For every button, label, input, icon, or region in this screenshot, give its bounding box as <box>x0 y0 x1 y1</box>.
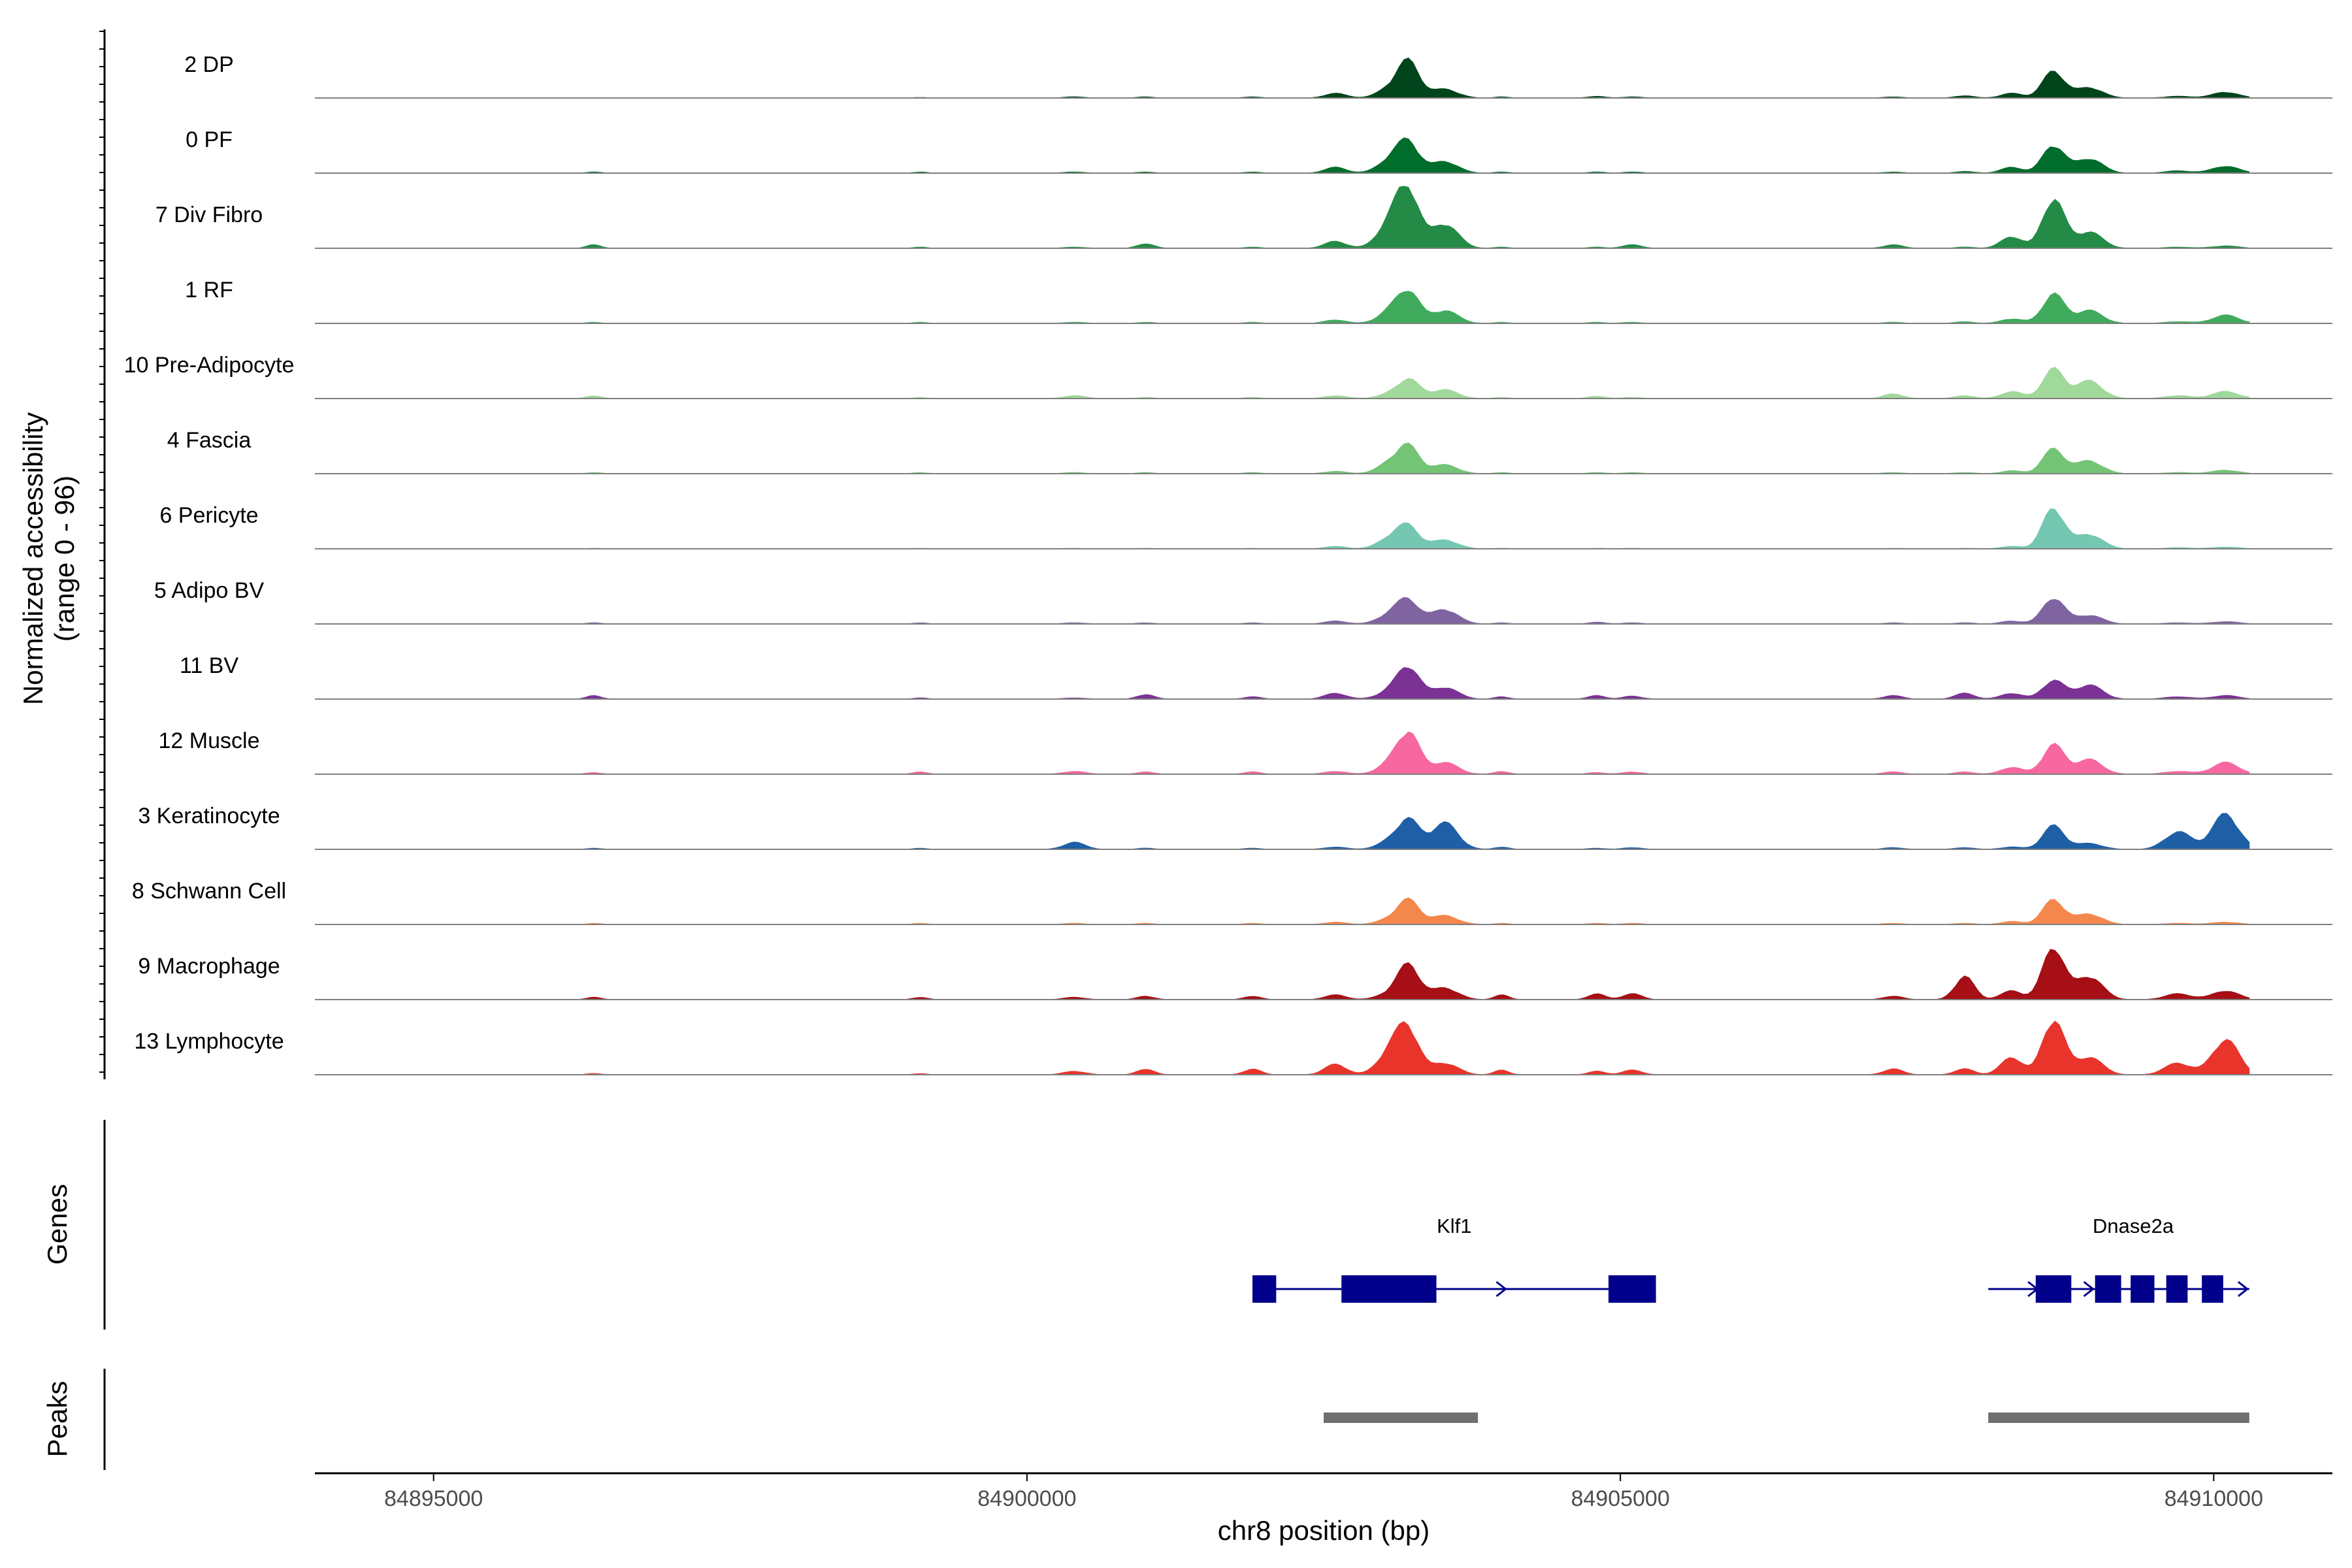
coverage-y-ticks <box>99 31 105 1073</box>
coverage-area <box>350 508 2250 549</box>
gene-label: Dnase2a <box>2093 1215 2174 1237</box>
strand-arrow-icon <box>1252 1281 1264 1298</box>
coverage-area <box>350 367 2250 399</box>
track-label: 0 PF <box>186 127 233 152</box>
coverage-area <box>350 291 2250 324</box>
track-11-bv: 11 BV <box>180 653 2332 700</box>
track-3-keratinocyte: 3 Keratinocyte <box>138 804 2332 850</box>
coverage-area <box>350 813 2250 850</box>
track-label: 9 Macrophage <box>138 954 280 979</box>
track-8-schwann-cell: 8 Schwann Cell <box>132 879 2332 925</box>
coverage-area <box>350 949 2250 1000</box>
x-tick-label: 84895000 <box>384 1486 483 1511</box>
track-6-pericyte: 6 Pericyte <box>159 503 2332 549</box>
track-label: 6 Pericyte <box>159 503 258 528</box>
track-label: 10 Pre-Adipocyte <box>124 353 295 378</box>
gene-exon <box>2166 1275 2188 1303</box>
strand-arrow-icon <box>2237 1281 2249 1298</box>
track-label: 13 Lymphocyte <box>134 1029 284 1054</box>
y-axis-subtitle: (range 0 - 96) <box>49 476 80 642</box>
y-axis-title: Normalized accessibility <box>18 412 48 705</box>
track-label: 11 BV <box>180 653 238 678</box>
track-5-adipo-bv: 5 Adipo BV <box>154 578 2332 625</box>
peak-region <box>1988 1413 2249 1423</box>
x-tick-label: 84905000 <box>1571 1486 1669 1511</box>
gene-exon <box>2131 1275 2155 1303</box>
gene-klf1: Klf1 <box>1252 1215 1656 1303</box>
coverage-area <box>350 186 2250 249</box>
x-tick-label: 84910000 <box>2164 1486 2263 1511</box>
track-1-rf: 1 RF <box>185 278 2332 324</box>
gene-exon <box>1252 1275 1277 1303</box>
genes-panel-label: Genes <box>42 1184 73 1265</box>
coverage-tracks: 2 DP 0 PF 7 Div Fibro 1 RF 10 Pre-Adipocyte 4… <box>124 52 2332 1075</box>
peak-track <box>1324 1413 2249 1423</box>
track-10-pre-adipocyte: 10 Pre-Adipocyte <box>124 353 2332 399</box>
track-4-fascia: 4 Fascia <box>167 428 2332 474</box>
gene-exon <box>2202 1275 2223 1303</box>
track-13-lymphocyte: 13 Lymphocyte <box>134 1021 2332 1075</box>
track-label: 2 DP <box>184 52 234 77</box>
track-label: 7 Div Fibro <box>155 203 263 227</box>
gene-track: Klf1 Dnase2a <box>1252 1215 2249 1303</box>
track-label: 12 Muscle <box>159 728 260 753</box>
track-label: 5 Adipo BV <box>154 578 265 603</box>
track-2-dp: 2 DP <box>184 52 2332 99</box>
gene-exon <box>2095 1275 2121 1303</box>
coverage-area <box>350 596 2250 625</box>
track-label: 4 Fascia <box>167 428 252 453</box>
x-tick-label: 84900000 <box>977 1486 1076 1511</box>
gene-exon <box>2035 1275 2072 1303</box>
coverage-area <box>350 897 2250 925</box>
peaks-panel-label: Peaks <box>42 1381 73 1458</box>
coverage-area <box>350 442 2250 474</box>
x-axis-ticks: 84895000 84900000 84905000 84910000 <box>384 1473 2263 1511</box>
track-label: 1 RF <box>185 278 233 302</box>
gene-exon <box>1608 1275 1656 1303</box>
coverage-area <box>350 667 2250 700</box>
track-12-muscle: 12 Muscle <box>159 728 2332 775</box>
coverage-area <box>350 1021 2250 1075</box>
coverage-area <box>350 57 2250 99</box>
strand-arrow-icon <box>1495 1281 1507 1298</box>
track-7-div-fibro: 7 Div Fibro <box>155 186 2332 249</box>
x-axis-title: chr8 position (bp) <box>1218 1515 1430 1546</box>
peak-region <box>1324 1413 1478 1423</box>
coverage-area <box>350 137 2250 174</box>
gene-dnase2a: Dnase2a <box>1988 1215 2249 1303</box>
track-9-macrophage: 9 Macrophage <box>138 949 2332 1000</box>
track-0-pf: 0 PF <box>186 127 2332 174</box>
gene-exon <box>1341 1275 1437 1303</box>
coverage-area <box>350 731 2250 775</box>
track-label: 3 Keratinocyte <box>138 804 280 828</box>
strand-arrow-icon <box>2083 1281 2095 1298</box>
strand-arrow-icon <box>2027 1281 2039 1298</box>
gene-label: Klf1 <box>1437 1215 1471 1237</box>
track-label: 8 Schwann Cell <box>132 879 286 904</box>
